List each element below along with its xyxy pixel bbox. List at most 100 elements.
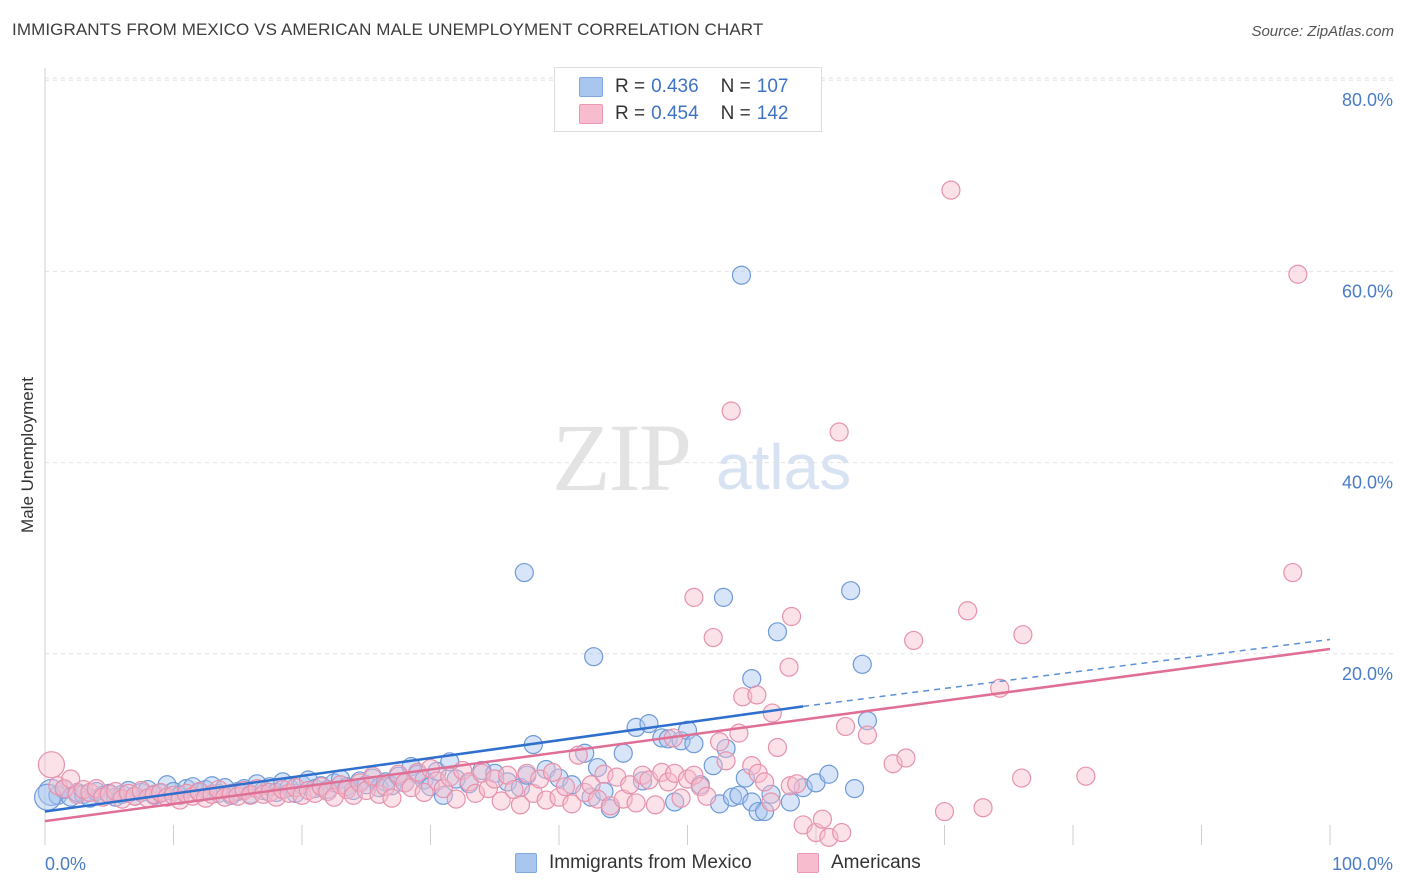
legend-n-label: N = — [720, 103, 751, 124]
legend-swatch-blue — [579, 77, 603, 97]
data-point-americans — [427, 771, 447, 791]
data-point-americans — [747, 685, 767, 705]
data-point-americans — [562, 794, 582, 814]
data-point-americans — [131, 780, 151, 801]
x-tick-label: 0.0% — [45, 854, 86, 874]
legend-r-label: R = — [615, 76, 646, 97]
correlation-legend: R = 0.436 N = 107 R = 0.454 N = 142 — [554, 67, 822, 132]
data-point-americans — [555, 777, 576, 797]
y-tick-label: 60.0% — [1342, 281, 1393, 301]
legend-row-mexico: R = 0.436 N = 107 — [579, 75, 788, 99]
legend-r-value: 0.436 — [651, 76, 699, 97]
data-point-mexico — [780, 792, 800, 812]
data-point-americans — [819, 827, 839, 847]
legend-n-value: 142 — [756, 103, 789, 124]
data-point-americans — [356, 780, 376, 801]
data-point-americans — [375, 777, 396, 797]
trend-line-mexico-extension — [803, 638, 1331, 708]
legend-r-label: R = — [615, 103, 646, 124]
data-point-americans — [542, 762, 563, 782]
y-tick-label: 80.0% — [1342, 90, 1393, 110]
data-point-mexico — [584, 647, 604, 667]
data-point-americans — [733, 687, 753, 707]
source-label: Source: ZipAtlas.com — [1251, 23, 1394, 40]
data-point-americans — [446, 789, 466, 809]
data-point-americans — [958, 601, 978, 621]
data-point-mexico — [844, 778, 865, 799]
data-point-americans — [812, 809, 833, 829]
data-point-americans — [1283, 562, 1303, 583]
data-point-mexico — [433, 785, 453, 805]
watermark-zip: ZIP — [552, 404, 692, 511]
data-point-mexico — [713, 587, 734, 607]
data-point-mexico — [731, 265, 752, 285]
data-point-americans — [832, 822, 852, 843]
data-point-americans — [414, 782, 434, 803]
data-point-americans — [343, 785, 363, 805]
data-point-americans — [581, 775, 601, 795]
legend-n-value: 107 — [756, 76, 789, 97]
data-point-americans — [684, 765, 704, 785]
data-point-americans — [896, 748, 916, 768]
data-point-americans — [498, 765, 518, 785]
data-point-americans — [620, 775, 640, 795]
data-point-americans — [710, 732, 730, 752]
data-point-mexico — [841, 581, 861, 601]
data-point-mexico — [754, 801, 775, 822]
legend-r-value: 0.454 — [651, 103, 699, 124]
data-point-mexico — [819, 764, 839, 784]
legend-swatch-pink — [579, 104, 603, 124]
data-point-americans — [767, 737, 788, 758]
watermark-atlas: atlas — [716, 431, 852, 503]
data-point-americans — [934, 801, 955, 822]
y-tick-label: 20.0% — [1342, 664, 1393, 684]
data-point-mexico — [703, 756, 723, 776]
y-tick-label: 40.0% — [1342, 473, 1393, 493]
data-point-americans — [857, 725, 878, 745]
data-point-americans — [904, 630, 924, 651]
data-point-americans — [491, 791, 511, 811]
data-point-americans — [485, 769, 505, 789]
chart-title: IMMIGRANTS FROM MEXICO VS AMERICAN MALE … — [12, 20, 764, 39]
data-point-americans — [37, 751, 66, 779]
data-point-mexico — [684, 734, 704, 754]
legend-item-mexico[interactable]: Immigrants from Mexico — [515, 852, 752, 874]
data-point-americans — [761, 792, 781, 812]
legend-item-americans[interactable]: Americans — [797, 852, 921, 874]
data-point-americans — [754, 772, 775, 792]
data-point-americans — [478, 778, 498, 799]
data-point-americans — [510, 795, 531, 815]
data-point-americans — [369, 784, 389, 804]
data-point-americans — [973, 798, 993, 818]
data-point-americans — [703, 627, 723, 648]
trend-line-americans — [44, 647, 1331, 823]
data-point-americans — [382, 788, 402, 808]
data-point-americans — [781, 606, 802, 627]
data-point-americans — [829, 422, 849, 442]
data-point-mexico — [742, 792, 762, 812]
data-point-mexico — [852, 654, 872, 674]
data-point-americans — [266, 787, 286, 807]
x-tick-label: 100.0% — [1332, 854, 1393, 874]
data-point-americans — [742, 756, 762, 776]
data-point-americans — [1011, 768, 1032, 788]
data-point-americans — [613, 789, 633, 809]
data-point-mexico — [761, 784, 781, 804]
data-point-americans — [697, 786, 717, 806]
data-point-americans — [671, 788, 691, 808]
data-point-americans — [1013, 625, 1033, 645]
data-point-mexico — [735, 768, 755, 788]
data-point-americans — [716, 751, 736, 771]
data-point-americans — [721, 401, 741, 421]
data-point-americans — [835, 716, 856, 737]
data-point-americans — [941, 180, 961, 200]
legend-label-americans: Americans — [831, 852, 921, 873]
legend-n-label: N = — [720, 76, 751, 97]
data-point-mexico — [613, 743, 633, 763]
data-point-mexico — [748, 801, 768, 822]
data-point-mexico — [632, 771, 653, 791]
data-point-americans — [465, 783, 486, 803]
data-point-americans — [690, 777, 710, 797]
legend-swatch-pink — [797, 853, 819, 873]
